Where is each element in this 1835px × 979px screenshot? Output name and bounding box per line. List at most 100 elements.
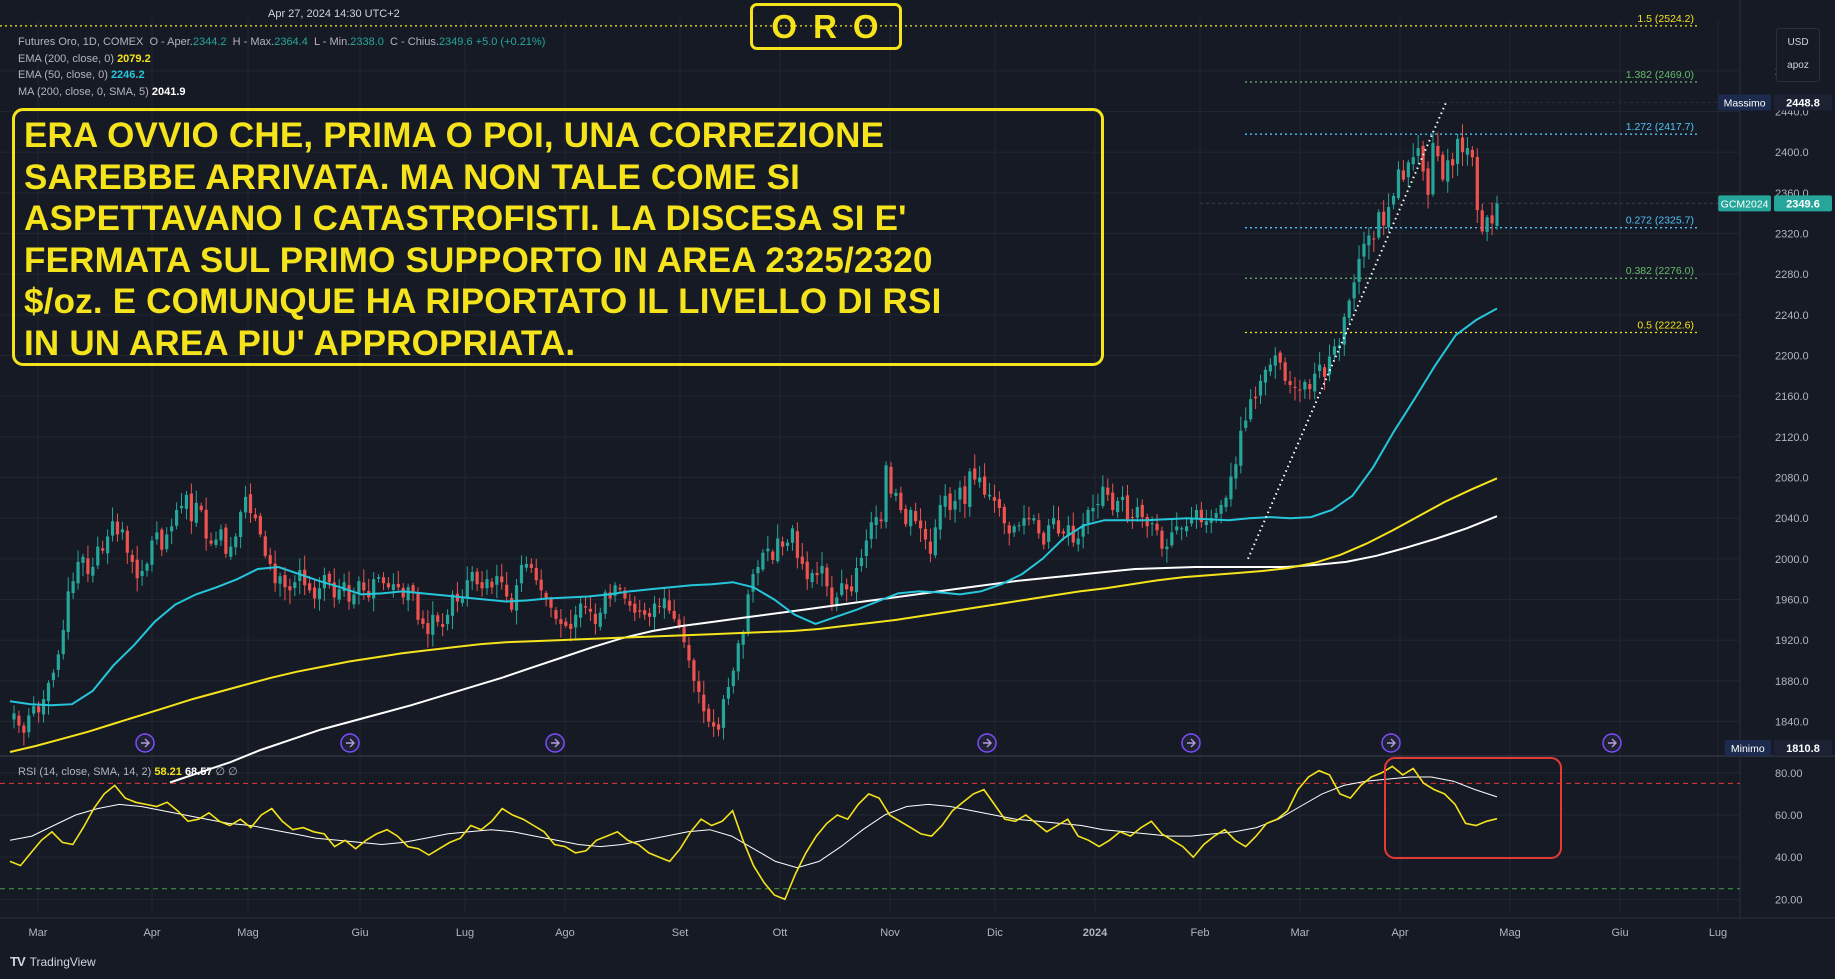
candle-body bbox=[667, 600, 671, 611]
candle-body bbox=[884, 465, 888, 522]
candle-body bbox=[357, 581, 361, 594]
candle-body bbox=[51, 672, 56, 681]
fib-level-label: 1.272 (2417.7) bbox=[1626, 121, 1694, 133]
candle-body bbox=[1421, 146, 1425, 172]
candle-body bbox=[445, 614, 450, 625]
candle-body bbox=[56, 654, 60, 670]
candle-body bbox=[643, 610, 647, 615]
rsi-line bbox=[9, 765, 1498, 901]
candle-body bbox=[1111, 492, 1115, 511]
time-tick-label: Apr bbox=[143, 927, 160, 939]
candle-body bbox=[239, 512, 243, 537]
candle-body bbox=[1327, 356, 1332, 375]
candle-body bbox=[1116, 500, 1120, 513]
candle-body bbox=[1214, 513, 1218, 518]
candle-body bbox=[761, 552, 765, 570]
candle-body bbox=[1396, 169, 1401, 198]
candle-body bbox=[1091, 508, 1095, 512]
chart-legend: Futures Oro, 1D, COMEX O - Aper.2344.2 H… bbox=[18, 34, 545, 100]
candle-body bbox=[76, 561, 80, 584]
candle-body bbox=[1357, 258, 1361, 282]
annotation-box[interactable]: ERA OVVIO CHE, PRIMA O POI, UNA CORREZIO… bbox=[12, 108, 1104, 366]
time-tick-label: Lug bbox=[1709, 927, 1727, 939]
time-tick-label: Mar bbox=[1291, 927, 1310, 939]
candle-body bbox=[1150, 523, 1154, 525]
candle-body bbox=[1288, 381, 1292, 385]
event-marker-arrow bbox=[346, 738, 355, 748]
low-label: L - Min. bbox=[313, 36, 351, 48]
fib-level-label: 1.5 (2524.2) bbox=[1637, 13, 1694, 25]
ema50-legend-row[interactable]: EMA (50, close, 0) 2246.2 bbox=[18, 67, 545, 84]
candle-body bbox=[879, 519, 883, 522]
badge-value-bg bbox=[1774, 195, 1832, 212]
candle-body bbox=[283, 575, 287, 588]
candle-body bbox=[106, 536, 110, 554]
candle-body bbox=[41, 699, 46, 715]
currency-unit-box[interactable]: USD apoz bbox=[1776, 28, 1820, 82]
rsi-legend[interactable]: RSI (14, close, SMA, 14, 2) 58.21 68.57 … bbox=[18, 765, 238, 778]
rsi-ma-value: 68.57 bbox=[184, 766, 213, 778]
open-label: O - Aper. bbox=[149, 36, 193, 48]
event-marker-arrow bbox=[1387, 738, 1396, 748]
candle-body bbox=[1303, 381, 1307, 390]
fib-level-label: 0.272 (2325.7) bbox=[1626, 215, 1694, 227]
candle-body bbox=[958, 487, 962, 500]
candle-body bbox=[899, 492, 903, 511]
candle-body bbox=[120, 529, 124, 533]
candle-body bbox=[914, 511, 918, 522]
candle-body bbox=[189, 493, 193, 522]
candle-body bbox=[303, 569, 307, 586]
time-tick-label: Giu bbox=[351, 927, 368, 939]
ema200-value: 2079.2 bbox=[117, 52, 151, 65]
ema50-line bbox=[9, 307, 1498, 707]
candle-body bbox=[1209, 518, 1213, 523]
candle-body bbox=[785, 542, 790, 546]
crosshair-date: Apr 27, 2024 14:30 UTC+2 bbox=[268, 8, 400, 20]
time-tick-label: Dic bbox=[987, 927, 1003, 939]
candle-body bbox=[973, 468, 977, 480]
ema200-legend-row[interactable]: EMA (200, close, 0) 2079.2 bbox=[18, 51, 545, 68]
badge-value-text: 2349.6 bbox=[1786, 198, 1820, 210]
ma200-legend-row[interactable]: MA (200, close, 0, SMA, 5) 2041.9 bbox=[18, 84, 545, 101]
candle-body bbox=[1145, 516, 1149, 527]
candle-body bbox=[179, 505, 184, 509]
candle-body bbox=[1495, 203, 1499, 226]
candle-body bbox=[633, 603, 637, 613]
candle-body bbox=[96, 546, 100, 566]
event-marker-icon bbox=[135, 733, 155, 753]
candle-body bbox=[1352, 282, 1356, 299]
candle-body bbox=[1051, 518, 1056, 525]
candle-body bbox=[987, 494, 992, 497]
rsi-tick-label: 80.00 bbox=[1775, 768, 1803, 780]
candle-body bbox=[1480, 210, 1484, 232]
candle-body bbox=[1278, 352, 1282, 363]
candle-body bbox=[707, 708, 711, 722]
tradingview-brand[interactable]: TV TradingView bbox=[10, 954, 96, 969]
candle-body bbox=[805, 561, 809, 580]
candle-body bbox=[1189, 518, 1194, 524]
candle-body bbox=[1411, 157, 1415, 165]
candle-body bbox=[431, 614, 435, 635]
unit-label: apoz bbox=[1787, 60, 1809, 71]
candle-body bbox=[268, 555, 272, 564]
candle-body bbox=[224, 527, 228, 554]
candle-body bbox=[184, 494, 189, 509]
candle-body bbox=[766, 548, 770, 552]
candle-body bbox=[1455, 138, 1460, 164]
candle-body bbox=[894, 492, 898, 496]
badge-label-bg bbox=[1724, 740, 1771, 756]
candle-body bbox=[1081, 524, 1085, 537]
fib-level-label: 1.382 (2469.0) bbox=[1626, 69, 1694, 81]
price-tick-label: 2080.0 bbox=[1775, 473, 1809, 485]
candle-body bbox=[480, 582, 484, 589]
event-marker-icon bbox=[1181, 733, 1201, 753]
candle-body bbox=[386, 583, 391, 588]
symbol-legend-row[interactable]: Futures Oro, 1D, COMEX O - Aper.2344.2 H… bbox=[18, 34, 545, 51]
candle-body bbox=[160, 529, 164, 550]
candle-body bbox=[273, 563, 277, 584]
candle-body bbox=[234, 536, 238, 548]
candle-body bbox=[46, 682, 51, 702]
candle-body bbox=[1460, 137, 1465, 153]
candle-body bbox=[574, 614, 578, 628]
